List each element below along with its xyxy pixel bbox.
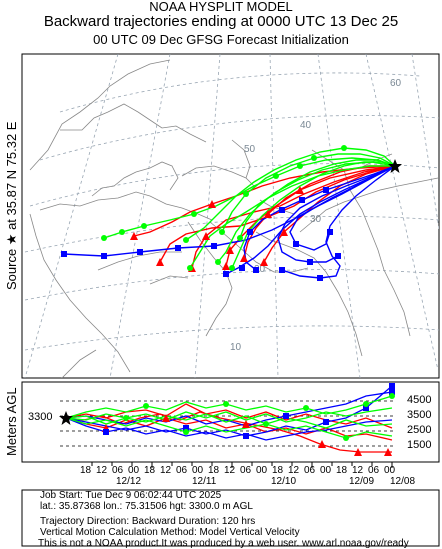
date-label: 12/11 [192, 476, 217, 487]
ytick-2500: 2500 [407, 424, 432, 436]
hour-label: 00 [320, 465, 332, 476]
hour-label: 06 [304, 465, 316, 476]
hour-label: 18 [336, 465, 348, 476]
hour-label: 06 [112, 465, 124, 476]
latitude-lines [24, 72, 439, 351]
hour-label: 00 [384, 465, 396, 476]
date-label: 12/12 [116, 476, 142, 487]
time-axis-ticks [91, 462, 393, 468]
green-trajectories [103, 147, 396, 269]
vertical-profile-content [59, 383, 395, 456]
lat-label-50: 50 [244, 144, 256, 155]
hour-label: 06 [176, 465, 188, 476]
info-job-start: Job Start: Tue Dec 9 06:02:44 UTC 2025 [40, 490, 222, 501]
hour-label: 18 [144, 465, 156, 476]
map-content: 60 50 40 30 20 10 [24, 54, 439, 378]
date-label: 12/10 [271, 476, 297, 487]
hour-label: 18 [208, 465, 220, 476]
lat-label-40: 40 [300, 120, 312, 131]
forecast-subtitle: 00 UTC 09 Dec GFSG Forecast Initializati… [93, 32, 349, 47]
lat-label-30: 30 [310, 214, 322, 225]
trajectory-title: Backward trajectories ending at 0000 UTC… [43, 13, 399, 30]
vertical-source-star-icon [59, 411, 73, 425]
info-box [21, 489, 440, 547]
info-location: lat.: 35.87368 lon.: 75.31506 hgt: 3300.… [40, 501, 253, 512]
info-direction: Trajectory Direction: Backward Duration:… [40, 516, 256, 527]
blue-trajectories [63, 165, 396, 279]
source-star-icon [388, 159, 402, 173]
model-title: NOAA HYSPLIT MODEL [149, 0, 293, 14]
red-markers [130, 186, 304, 272]
lat-label-10: 10 [230, 342, 242, 353]
info-disclaimer: This is not a NOAA product.It was produc… [38, 538, 409, 549]
hour-label: 12 [352, 465, 364, 476]
blue-markers [61, 187, 341, 281]
lat-label-20: 20 [254, 264, 266, 275]
ytick-1500: 1500 [407, 439, 432, 451]
longitude-lines [24, 54, 439, 378]
hour-label: 12 [96, 465, 108, 476]
hour-label: 00 [128, 465, 140, 476]
hour-label: 00 [256, 465, 268, 476]
hour-label: 12 [288, 465, 300, 476]
hour-label: 06 [240, 465, 252, 476]
hour-label: 12 [224, 465, 236, 476]
date-label: 12/09 [349, 476, 375, 487]
hour-label: 00 [192, 465, 204, 476]
hour-label: 18 [80, 465, 92, 476]
ytick-3500: 3500 [407, 409, 432, 421]
info-vertical-method: Vertical Motion Calculation Method: Mode… [40, 527, 300, 538]
hour-label: 06 [368, 465, 380, 476]
hour-label: 12 [160, 465, 172, 476]
start-height-label: 3300 [28, 411, 53, 423]
vertical-ylabel: Meters AGL [4, 387, 19, 456]
lat-label-60: 60 [390, 78, 402, 89]
hour-label: 18 [272, 465, 284, 476]
date-label: 12/08 [390, 476, 416, 487]
ytick-4500: 4500 [407, 394, 432, 406]
green-markers [101, 145, 347, 271]
